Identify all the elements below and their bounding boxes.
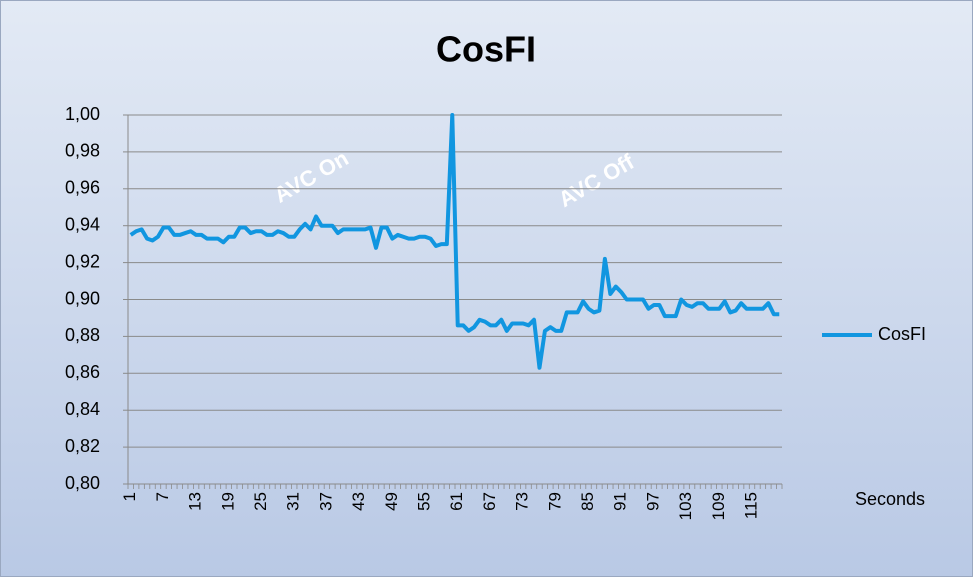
y-tick-label: 0,86 — [65, 362, 100, 382]
chart-title: CosFI — [436, 29, 536, 70]
x-minor-ticks — [127, 484, 783, 489]
x-tick-label: 67 — [480, 492, 499, 511]
x-tick-label: 7 — [153, 492, 172, 501]
x-tick-label: 1 — [120, 492, 139, 501]
y-tick-label: 1,00 — [65, 104, 100, 124]
y-tick-label: 0,90 — [65, 288, 100, 308]
x-tick-label: 97 — [643, 492, 662, 511]
x-tick-label: 109 — [709, 492, 728, 520]
x-axis-label: Seconds — [855, 489, 925, 509]
x-tick-label: 25 — [251, 492, 270, 511]
x-tick-label: 79 — [545, 492, 564, 511]
y-tick-label: 0,92 — [65, 251, 100, 271]
y-tick-label: 0,82 — [65, 436, 100, 456]
y-tick-label: 0,96 — [65, 178, 100, 198]
x-tick-label: 43 — [349, 492, 368, 511]
x-tick-label: 115 — [742, 492, 761, 519]
x-tick-label: 103 — [676, 492, 695, 520]
y-tick-label: 0,84 — [65, 399, 100, 419]
y-tick-label: 0,88 — [65, 325, 100, 345]
x-tick-label: 55 — [415, 492, 434, 511]
y-tick-label: 0,80 — [65, 473, 100, 493]
x-tick-label: 19 — [218, 492, 237, 511]
x-tick-label: 37 — [316, 492, 335, 511]
x-tick-label: 85 — [578, 492, 597, 511]
x-tick-label: 31 — [284, 492, 303, 511]
x-tick-label: 61 — [447, 492, 466, 511]
y-tick-label: 0,94 — [65, 214, 100, 234]
x-tick-label: 49 — [382, 492, 401, 511]
x-tick-label: 73 — [513, 492, 532, 511]
plot — [129, 113, 780, 370]
x-tick-label: 13 — [186, 492, 205, 511]
y-tick-label: 0,98 — [65, 141, 100, 161]
x-tick-label: 91 — [611, 492, 630, 511]
data-line — [129, 113, 780, 370]
legend-label: CosFI — [878, 324, 926, 344]
